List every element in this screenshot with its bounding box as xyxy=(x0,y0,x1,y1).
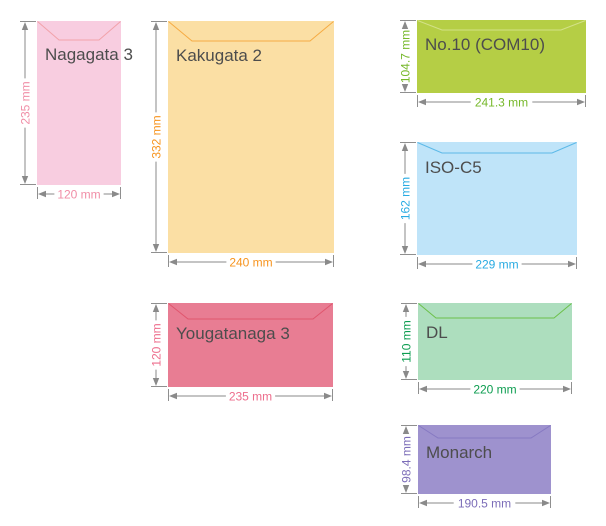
arrowhead-right-icon xyxy=(563,385,571,393)
arrowhead-up-icon xyxy=(152,22,160,30)
arrowhead-up-icon xyxy=(401,21,409,29)
envelope-name: Kakugata 2 xyxy=(176,46,262,65)
width-dimension: 190.5 mm xyxy=(418,496,551,511)
envelope-name: ISO-C5 xyxy=(425,158,482,177)
envelope-flap xyxy=(418,303,572,319)
height-dimension: 162 mm xyxy=(399,142,416,255)
width-dimension: 235 mm xyxy=(168,389,333,404)
envelope-flap xyxy=(168,303,333,320)
arrowhead-right-icon xyxy=(542,499,550,507)
arrowhead-up-icon xyxy=(21,22,29,30)
arrowhead-left-icon xyxy=(169,392,177,400)
envelope-nagagata-3: Nagagata 3 235 mm 120 mm xyxy=(19,21,133,202)
arrowhead-left-icon xyxy=(418,98,426,106)
width-dimension: 229 mm xyxy=(417,257,577,272)
width-dimension: 241.3 mm xyxy=(417,95,586,110)
envelope-body xyxy=(168,21,334,253)
arrowhead-left-icon xyxy=(38,190,46,198)
arrowhead-right-icon xyxy=(112,190,120,198)
width-dimension-label: 190.5 mm xyxy=(458,497,511,511)
envelope-body xyxy=(417,20,586,93)
width-dimension-label: 120 mm xyxy=(57,188,100,202)
height-dimension-label: 120 mm xyxy=(150,323,164,366)
arrowhead-down-icon xyxy=(402,371,410,379)
envelope-name: Yougatanaga 3 xyxy=(176,324,290,343)
height-dimension: 98.4 mm xyxy=(400,425,417,494)
envelope-body xyxy=(418,303,572,380)
arrowhead-left-icon xyxy=(419,385,427,393)
width-dimension: 220 mm xyxy=(418,382,572,397)
height-dimension: 120 mm xyxy=(150,303,167,387)
arrowhead-right-icon xyxy=(324,392,332,400)
arrowhead-up-icon xyxy=(402,426,410,434)
arrowhead-up-icon xyxy=(401,143,409,151)
envelope-body xyxy=(417,142,577,255)
height-dimension: 235 mm xyxy=(19,21,36,185)
width-dimension: 240 mm xyxy=(168,255,334,270)
arrowhead-up-icon xyxy=(152,304,160,312)
envelope-monarch: Monarch 98.4 mm 190.5 mm xyxy=(400,425,551,511)
arrowhead-down-icon xyxy=(152,378,160,386)
width-dimension-label: 240 mm xyxy=(229,256,272,270)
envelope-name: DL xyxy=(426,323,448,342)
height-dimension-label: 332 mm xyxy=(150,115,164,158)
arrowhead-left-icon xyxy=(419,499,427,507)
envelope-flap xyxy=(37,21,121,41)
envelope-no10-com10: No.10 (COM10) 104.7 mm 241.3 mm xyxy=(399,20,586,110)
envelope-dl: DL 110 mm 220 mm xyxy=(400,303,572,397)
arrowhead-left-icon xyxy=(418,260,426,268)
envelope-yougatanaga-3: Yougatanaga 3 120 mm 235 mm xyxy=(150,303,333,404)
height-dimension: 332 mm xyxy=(150,21,167,253)
envelope-name: Nagagata 3 xyxy=(45,45,133,64)
height-dimension-label: 98.4 mm xyxy=(400,436,414,483)
width-dimension-label: 229 mm xyxy=(475,258,518,272)
height-dimension-label: 110 mm xyxy=(400,320,414,362)
width-dimension-label: 241.3 mm xyxy=(475,96,528,110)
envelope-iso-c5: ISO-C5 162 mm 229 mm xyxy=(399,142,577,272)
envelope-flap xyxy=(168,21,334,42)
height-dimension-label: 162 mm xyxy=(399,177,413,220)
arrowhead-down-icon xyxy=(402,485,410,493)
arrowhead-down-icon xyxy=(21,176,29,184)
envelope-name: Monarch xyxy=(426,443,492,462)
height-dimension-label: 235 mm xyxy=(19,81,33,124)
arrowhead-down-icon xyxy=(152,244,160,252)
arrowhead-right-icon xyxy=(568,260,576,268)
arrowhead-right-icon xyxy=(325,258,333,266)
envelope-flap xyxy=(417,142,577,154)
height-dimension-label: 104.7 mm xyxy=(399,30,413,83)
envelope-flap xyxy=(417,20,586,31)
envelope-kakugata-2: Kakugata 2 332 mm 240 mm xyxy=(150,21,334,270)
arrowhead-down-icon xyxy=(401,246,409,254)
width-dimension-label: 220 mm xyxy=(473,383,516,397)
height-dimension: 104.7 mm xyxy=(399,20,416,93)
envelope-body xyxy=(418,425,551,494)
envelope-name: No.10 (COM10) xyxy=(425,35,545,54)
width-dimension: 120 mm xyxy=(37,187,121,202)
arrowhead-left-icon xyxy=(169,258,177,266)
envelope-flap xyxy=(418,425,551,439)
arrowhead-right-icon xyxy=(577,98,585,106)
height-dimension: 110 mm xyxy=(400,303,417,380)
arrowhead-up-icon xyxy=(402,304,410,312)
envelope-body xyxy=(168,303,333,387)
envelope-body xyxy=(37,21,121,185)
arrowhead-down-icon xyxy=(401,84,409,92)
width-dimension-label: 235 mm xyxy=(229,390,272,404)
